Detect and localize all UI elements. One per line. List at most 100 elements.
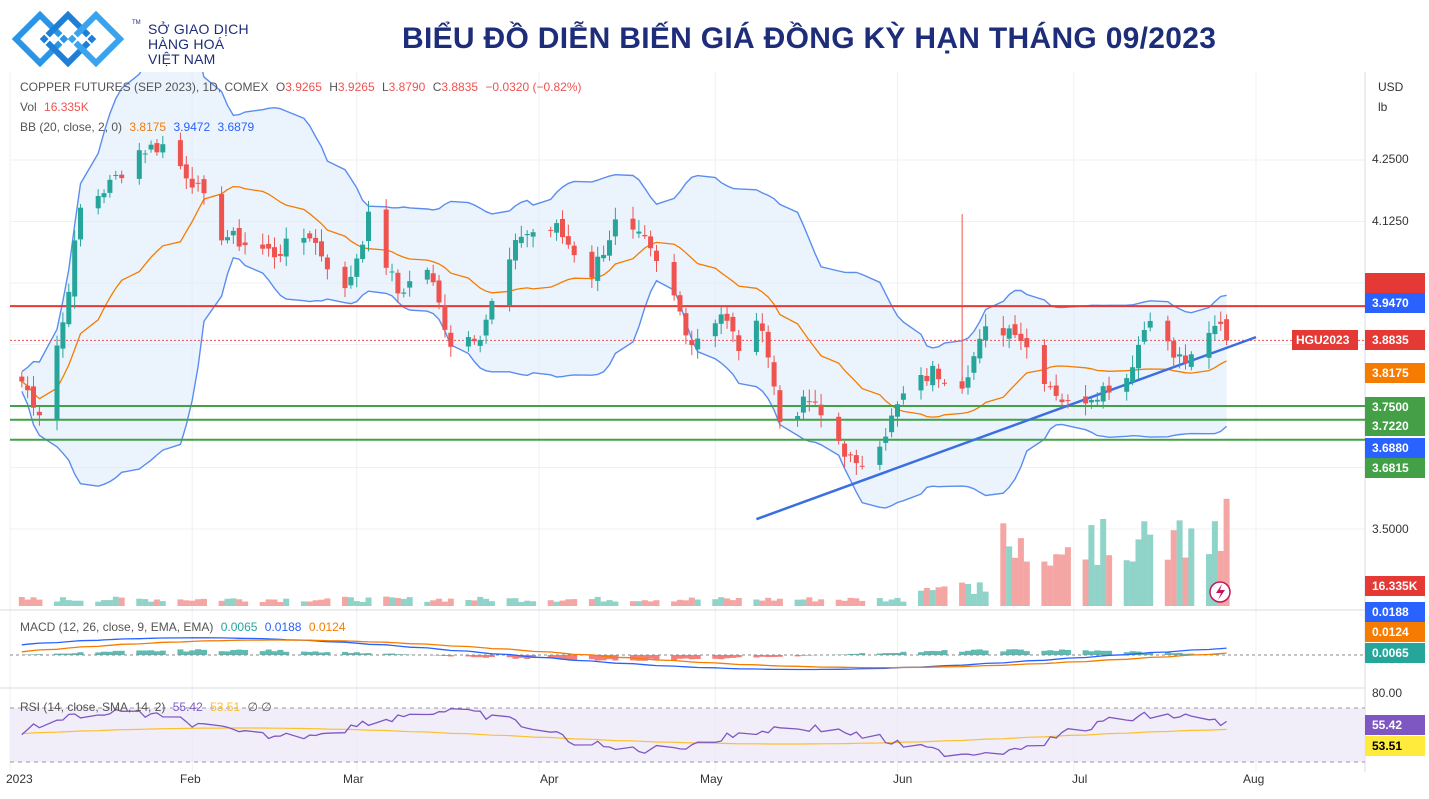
macd-histogram-bar — [724, 655, 730, 659]
volume-bar — [148, 601, 155, 606]
macd-histogram-bar — [888, 653, 895, 655]
macd-histogram-bar — [588, 655, 595, 660]
candle-body — [31, 386, 36, 408]
candle-body — [571, 245, 577, 256]
volume-bar — [724, 598, 730, 606]
candle-body — [136, 150, 142, 179]
volume-bar — [201, 598, 207, 606]
candle-body — [1147, 321, 1153, 328]
macd-histogram-bar — [641, 655, 648, 661]
price-tag-label: 3.6880 — [1372, 441, 1409, 455]
volume-bar — [506, 598, 513, 606]
candle-body — [971, 356, 977, 373]
candle-body — [718, 314, 724, 324]
candle-body — [800, 396, 806, 413]
candle-body — [601, 254, 607, 259]
macd-histogram-bar — [77, 652, 84, 655]
volume-bar — [136, 598, 143, 606]
price-tag-bg — [1365, 458, 1425, 478]
macd-histogram-bar — [1141, 652, 1148, 655]
macd-histogram-bar — [318, 652, 325, 655]
price-chart[interactable]: HGU20234.00003.95303.94703.88353.81753.7… — [0, 72, 1429, 799]
volume-bar — [647, 601, 654, 606]
volume-bar — [436, 598, 442, 606]
macd-histogram-bar — [353, 652, 360, 655]
candle-body — [342, 266, 348, 289]
macd-histogram-bar — [859, 653, 866, 655]
volume-bar — [389, 597, 395, 606]
macd-line-value: 0.0188 — [264, 620, 302, 634]
candle-body — [1047, 386, 1053, 388]
macd-histogram-bar — [600, 655, 607, 661]
candle-body — [430, 273, 436, 283]
volume-bar — [600, 601, 607, 606]
volume-bar — [1135, 539, 1142, 606]
candle-body — [465, 337, 471, 347]
logo-line-2: HÀNG HOÁ — [148, 36, 225, 52]
rsi-band-fill — [10, 708, 1365, 762]
candle-body — [477, 340, 483, 346]
candle-body — [753, 320, 759, 352]
candle-body — [648, 236, 654, 249]
candle-body — [436, 280, 442, 303]
macd-histogram-bar — [1147, 652, 1154, 655]
candle-body — [1124, 378, 1130, 392]
macd-histogram-bar — [559, 655, 566, 660]
macd-histogram-bar — [565, 655, 572, 660]
macd-histogram-bar — [195, 649, 202, 655]
volume-bar — [776, 598, 783, 606]
macd-histogram-bar — [677, 655, 683, 659]
volume-bar — [59, 597, 66, 606]
macd-signal-line — [21, 639, 1227, 669]
volume-bar — [976, 582, 983, 606]
rsi-value: 55.42 — [172, 700, 203, 714]
macd-histogram-bar — [876, 653, 883, 655]
volume-bar — [1088, 525, 1095, 606]
macd-histogram-bar — [54, 653, 60, 655]
macd-label: MACD (12, 26, close, 9, EMA, EMA) — [20, 620, 214, 634]
candle-body — [554, 223, 560, 233]
candle-body — [489, 301, 495, 320]
macd-histogram-bar — [106, 651, 113, 655]
volume-bar — [54, 601, 60, 606]
volume-bar — [1164, 559, 1171, 606]
candle-body — [60, 322, 66, 349]
macd-histogram-bar — [153, 651, 160, 655]
macd-histogram-bar — [965, 650, 971, 655]
volume-bar — [353, 601, 360, 606]
macd-histogram-bar — [753, 655, 760, 658]
candle-body — [848, 454, 853, 456]
price-tick: 3.5000 — [1372, 522, 1409, 536]
macd-histogram-bar — [306, 651, 313, 655]
candle-body — [1065, 400, 1071, 402]
volume-bar — [95, 601, 102, 606]
macd-histogram-bar — [230, 650, 237, 655]
candle-body — [101, 193, 107, 198]
change-value: −0.0320 (−0.82%) — [485, 80, 582, 94]
candle-body — [924, 375, 930, 382]
macd-histogram-bar — [242, 650, 249, 655]
price-tag-label: 3.6815 — [1372, 461, 1409, 475]
high-value: 3.9265 — [337, 80, 375, 94]
candle-body — [201, 179, 207, 194]
candle-body — [1141, 330, 1147, 342]
candle-body — [683, 313, 689, 336]
volume-bar — [365, 597, 372, 606]
volume-bar — [1023, 561, 1030, 606]
candle-body — [918, 375, 924, 391]
candle-body — [842, 443, 848, 457]
volume-bar — [688, 597, 695, 606]
candle-body — [795, 416, 801, 420]
candle-body — [383, 209, 389, 268]
candle-body — [936, 368, 942, 380]
close-value: 3.8835 — [441, 80, 479, 94]
macd-histogram-bar — [148, 650, 155, 655]
price-tag-label: 3.7220 — [1372, 419, 1409, 433]
macd-histogram-bar — [512, 655, 519, 659]
candle-body — [712, 323, 718, 337]
bollinger-upper-line — [21, 72, 1227, 373]
volume-bar — [900, 601, 907, 606]
volume-bar — [236, 599, 243, 606]
candle-body — [177, 140, 183, 167]
macd-histogram-bar — [1188, 653, 1195, 655]
